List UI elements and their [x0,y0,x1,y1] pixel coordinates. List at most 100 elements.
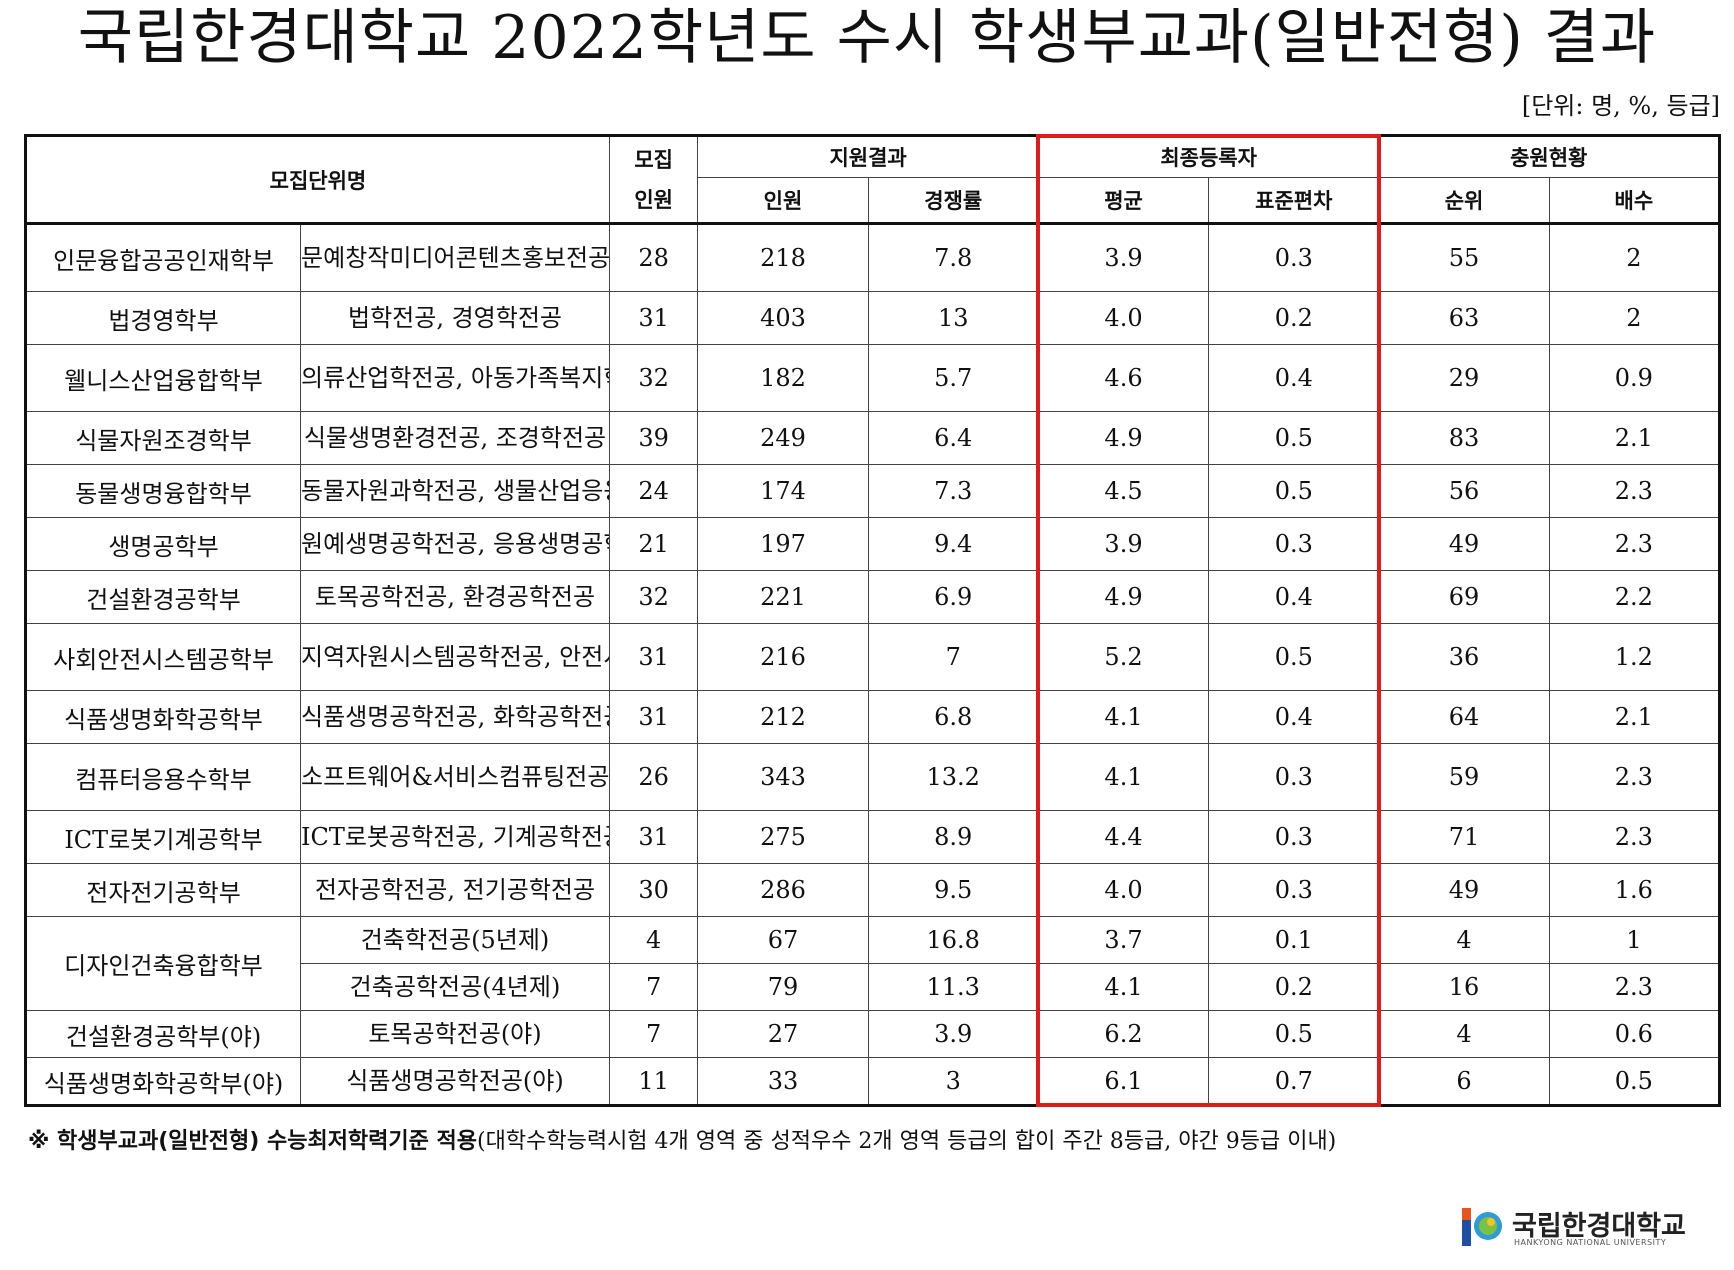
header-recruit: 모집 인원 [608,135,699,225]
competition-cell: 9.4 [867,517,1039,571]
competition-cell: 6.8 [867,690,1039,744]
average-cell: 6.1 [1037,1057,1210,1106]
applicants-cell: 218 [697,223,869,292]
major-cell: 건축학전공(5년제) [300,916,610,964]
footnote: ※ 학생부교과(일반전형) 수능최저학력기준 적용(대학수학능력시험 4개 영역… [28,1123,1336,1155]
major-cell: 법학전공, 경영학전공 [300,291,610,345]
competition-cell: 6.9 [867,570,1039,624]
unit-name-cell: 생명공학부 [24,517,302,571]
multiple-cell: 0.9 [1548,344,1721,412]
unit-name-cell: 디자인건축융합학부 [24,916,302,1011]
logo-text: 국립한경대학교 [1512,1211,1686,1242]
major-cell: 토목공학전공, 환경공학전공 [300,570,610,624]
unit-name-cell: 전자전기공학부 [24,863,302,917]
rank-cell: 49 [1378,517,1550,571]
average-cell: 3.9 [1037,517,1210,571]
rank-cell: 55 [1378,223,1550,292]
table-row: 건설환경공학부 토목공학전공, 환경공학전공 32 221 6.9 4.9 0.4 69 2.2 [24,570,1721,624]
rank-cell: 63 [1378,291,1550,345]
rank-cell: 4 [1378,916,1550,964]
rank-cell: 83 [1378,411,1550,465]
recruit-cell: 7 [608,1010,699,1058]
multiple-cell: 2.3 [1548,517,1721,571]
major-cell: 식물생명환경전공, 조경학전공 [300,411,610,465]
average-cell: 4.0 [1037,863,1210,917]
applicants-cell: 216 [697,623,869,691]
table-row: 건설환경공학부(야) 토목공학전공(야) 7 27 3.9 6.2 0.5 4 0.6 [24,1010,1721,1058]
multiple-cell: 2.3 [1548,810,1721,864]
header-multiple: 배수 [1548,177,1721,225]
rank-cell: 64 [1378,690,1550,744]
header-apply-count: 인원 [697,177,869,225]
std-dev-cell: 0.5 [1208,1010,1380,1058]
applicants-cell: 286 [697,863,869,917]
rank-cell: 36 [1378,623,1550,691]
average-cell: 3.9 [1037,223,1210,292]
unit-name-cell: ICT로봇기계공학부 [24,810,302,864]
std-dev-cell: 0.5 [1208,464,1380,518]
applicants-cell: 197 [697,517,869,571]
header-unit-name: 모집단위명 [25,135,610,225]
competition-cell: 7 [867,623,1039,691]
average-cell: 4.6 [1037,344,1210,412]
competition-cell: 6.4 [867,411,1039,465]
unit-name-cell: 인문융합공공인재학부 [24,223,302,292]
average-cell: 4.5 [1037,464,1210,518]
average-cell: 4.1 [1037,690,1210,744]
header-apply-group: 지원결과 [697,135,1039,178]
major-cell: 전자공학전공, 전기공학전공 [300,863,610,917]
applicants-cell: 79 [697,963,869,1011]
applicants-cell: 249 [697,411,869,465]
table-row: 식품생명화학공학부(야) 식품생명공학전공(야) 11 33 3 6.1 0.7 6 0.5 [24,1057,1721,1106]
std-dev-cell: 0.7 [1208,1057,1380,1106]
applicants-cell: 33 [697,1057,869,1106]
multiple-cell: 0.5 [1548,1057,1721,1106]
average-cell: 4.9 [1037,411,1210,465]
multiple-cell: 0.6 [1548,1010,1721,1058]
recruit-cell: 4 [608,916,699,964]
unit-name-cell: 식물자원조경학부 [24,411,302,465]
table-row: 건축공학전공(4년제) 7 79 11.3 4.1 0.2 16 2.3 [26,963,1721,1011]
unit-name-cell: 식품생명화학공학부(야) [24,1057,302,1106]
multiple-cell: 2 [1548,291,1721,345]
university-emblem-icon [1462,1208,1502,1246]
recruit-cell: 24 [608,464,699,518]
std-dev-cell: 0.4 [1208,690,1380,744]
unit-note: [단위: 명, %, 등급] [1521,92,1720,120]
multiple-cell: 2.3 [1548,464,1721,518]
rank-cell: 4 [1378,1010,1550,1058]
recruit-cell: 31 [608,623,699,691]
results-table: 모집단위명 모집 인원 지원결과 최종등록자 충원현황 인원 경쟁률 평균 표준… [24,134,1721,1107]
applicants-cell: 221 [697,570,869,624]
applicants-cell: 67 [697,916,869,964]
recruit-cell: 30 [608,863,699,917]
competition-cell: 8.9 [867,810,1039,864]
recruit-cell: 28 [608,223,699,292]
recruit-cell: 21 [608,517,699,571]
major-cell: 의류산업학전공, 아동가족복지학전공, 식품영양학전공, 웰니스스포츠과학전공 [300,344,610,412]
unit-name-cell: 웰니스산업융합학부 [24,344,302,412]
applicants-cell: 403 [697,291,869,345]
header-recruit-top: 모집 [634,147,673,172]
unit-name-cell: 법경영학부 [24,291,302,345]
competition-cell: 5.7 [867,344,1039,412]
major-cell: 토목공학전공(야) [300,1010,610,1058]
unit-name-cell: 건설환경공학부 [24,570,302,624]
recruit-cell: 7 [608,963,699,1011]
average-cell: 4.9 [1037,570,1210,624]
multiple-cell: 1 [1548,916,1721,964]
competition-cell: 7.3 [867,464,1039,518]
std-dev-cell: 0.2 [1208,291,1380,345]
competition-cell: 13 [867,291,1039,345]
table-row: 식물자원조경학부 식물생명환경전공, 조경학전공 39 249 6.4 4.9 0.5 83 2… [24,411,1721,465]
rank-cell: 71 [1378,810,1550,864]
average-cell: 5.2 [1037,623,1210,691]
major-cell: 지역자원시스템공학전공, 안전시스템공학전공 [300,623,610,691]
average-cell: 4.1 [1037,963,1210,1011]
competition-cell: 16.8 [867,916,1039,964]
rank-cell: 56 [1378,464,1550,518]
unit-name-cell: 사회안전시스템공학부 [24,623,302,691]
